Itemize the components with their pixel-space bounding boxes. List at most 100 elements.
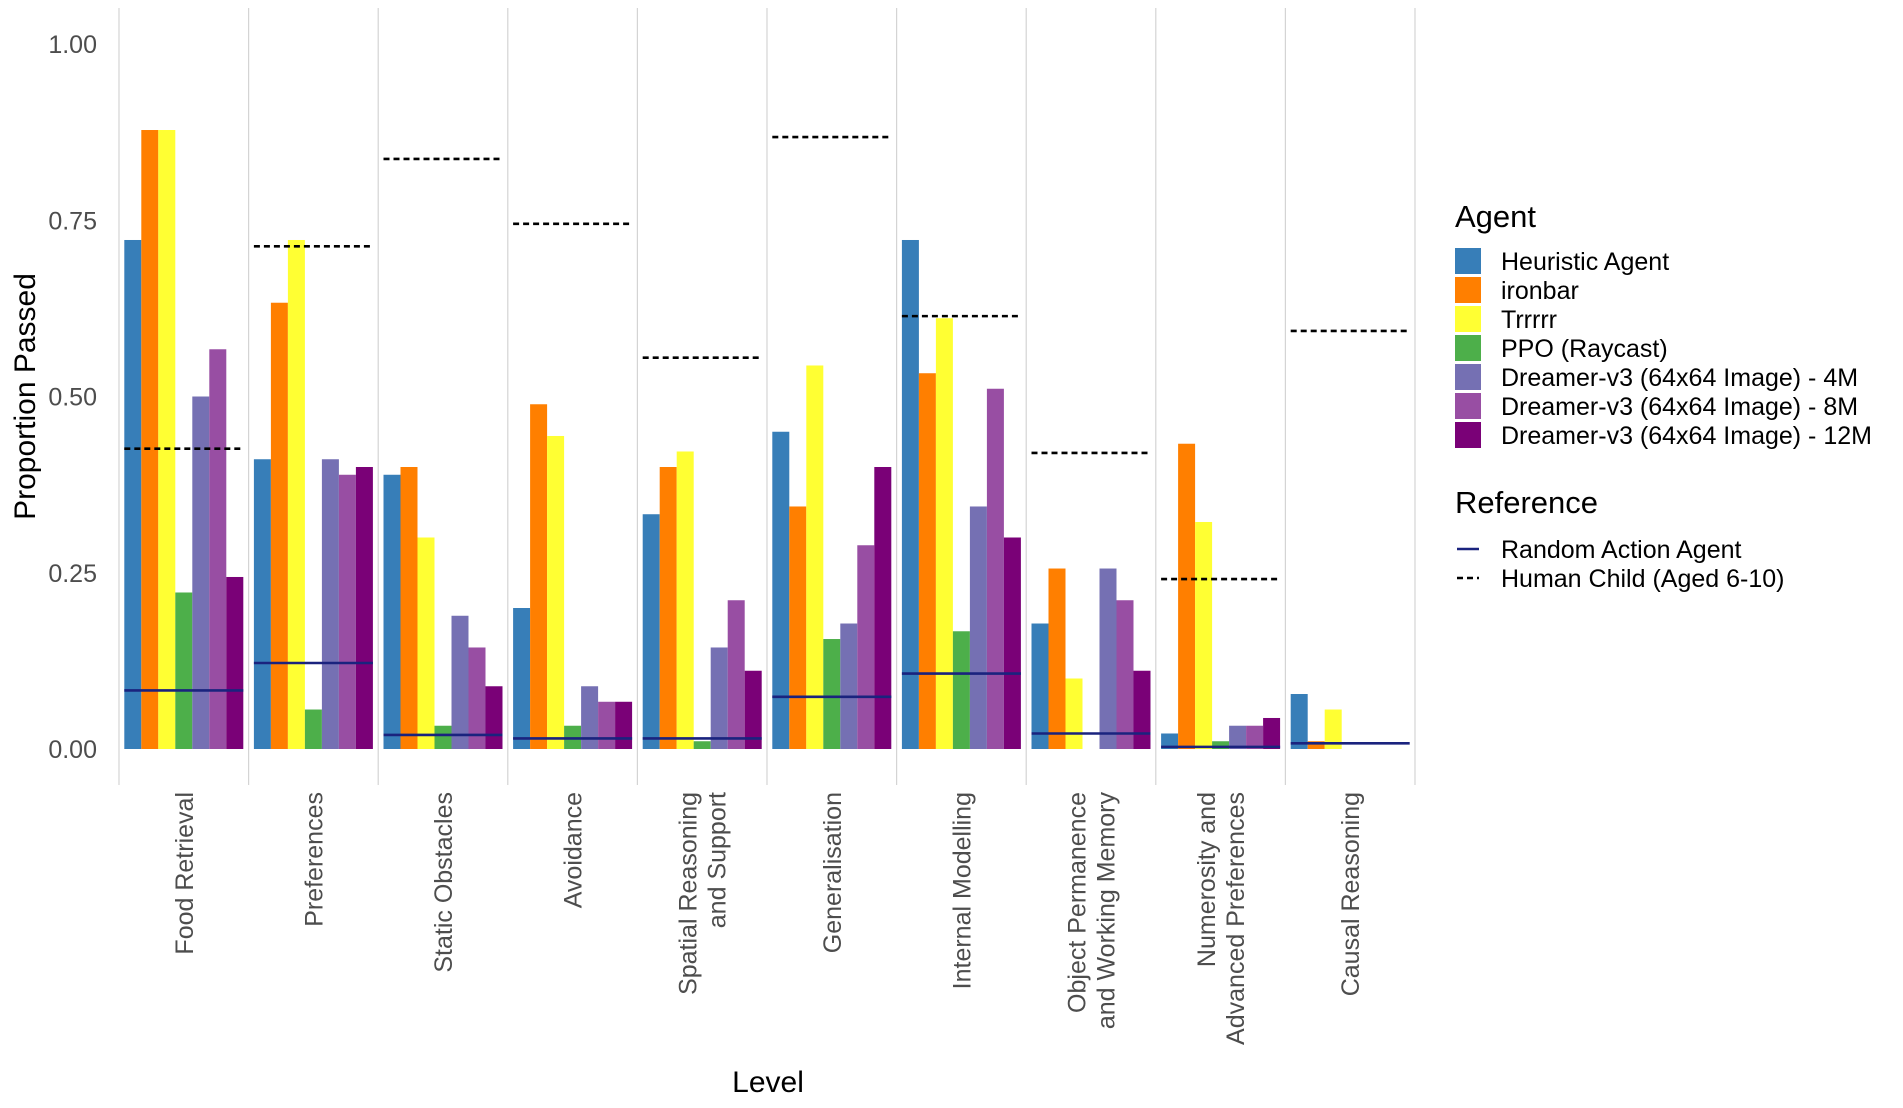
x-tick-label: Advanced Preferences <box>1222 792 1250 1045</box>
bar <box>676 451 694 749</box>
legend-label: Dreamer-v3 (64x64 Image) - 12M <box>1501 422 1872 450</box>
x-tick-label: Food Retrieval <box>171 792 199 955</box>
legend-label: ironbar <box>1501 277 1579 305</box>
bar <box>901 239 919 750</box>
bar <box>485 686 503 749</box>
axis-layer: 0.00 0.25 0.50 0.75 1.00 Proportion Passed Foo… <box>9 31 1365 1099</box>
bar <box>969 506 987 749</box>
x-tick-label: Object Permanence <box>1064 792 1092 1013</box>
bar <box>192 396 210 749</box>
bar <box>1031 623 1049 749</box>
legend-swatch <box>1455 364 1481 390</box>
bar <box>434 725 452 749</box>
legend-swatch <box>1455 393 1481 419</box>
bar <box>1048 568 1066 749</box>
bar <box>935 318 953 749</box>
bar <box>744 670 762 749</box>
bar <box>727 600 745 749</box>
legend-swatch <box>1455 248 1481 274</box>
bar <box>124 239 142 750</box>
legend-label: PPO (Raycast) <box>1501 335 1668 363</box>
legend-title-reference: Reference <box>1455 485 1598 520</box>
bar <box>468 647 486 749</box>
y-tick-label: 0.25 <box>48 560 97 588</box>
x-tick-label: Preferences <box>300 792 328 927</box>
grid-layer <box>118 8 1416 785</box>
bar <box>270 302 288 749</box>
bar <box>806 365 824 749</box>
bar-layer <box>124 130 1342 750</box>
bar <box>1212 741 1230 749</box>
legend-swatch <box>1455 306 1481 332</box>
bar <box>874 467 892 749</box>
bar <box>417 537 435 749</box>
bar <box>451 615 469 749</box>
y-tick-label: 1.00 <box>48 31 97 59</box>
bar <box>355 467 373 749</box>
bar <box>918 373 936 749</box>
bar <box>598 701 616 749</box>
bar <box>1178 443 1196 749</box>
bar <box>141 130 159 749</box>
x-tick-label: Avoidance <box>560 792 588 908</box>
bar <box>823 639 841 749</box>
bar <box>659 467 677 749</box>
x-tick-label: Numerosity and <box>1193 792 1221 967</box>
x-tick-label: Internal Modelling <box>948 792 976 989</box>
bar <box>1307 741 1325 749</box>
bar <box>383 474 401 749</box>
bar <box>1229 725 1247 749</box>
bar <box>226 576 244 749</box>
legend-label: Random Action Agent <box>1501 536 1741 564</box>
bar <box>1003 537 1021 749</box>
legend-swatch <box>1455 335 1481 361</box>
bar <box>287 239 305 750</box>
bar <box>253 459 271 749</box>
bar <box>530 404 548 749</box>
legend-swatch <box>1455 277 1481 303</box>
x-tick-label: Spatial Reasoning <box>675 792 703 995</box>
bar <box>209 349 227 749</box>
y-tick-label: 0.00 <box>48 736 97 764</box>
y-tick-label: 0.50 <box>48 384 97 412</box>
y-axis-label: Proportion Passed <box>9 273 42 520</box>
reference-lines-layer <box>124 135 1410 749</box>
bar <box>952 631 970 749</box>
x-axis-label: Level <box>732 1066 804 1099</box>
bar <box>1116 600 1134 749</box>
bar <box>513 608 531 749</box>
x-tick-label: Static Obstacles <box>430 792 458 973</box>
bar <box>321 459 339 749</box>
legend-title-agent: Agent <box>1455 199 1536 234</box>
bar <box>857 545 875 749</box>
x-tick-label: and Support <box>704 792 732 928</box>
bar <box>710 647 728 749</box>
x-tick-label: Generalisation <box>819 792 847 953</box>
bar <box>547 435 565 749</box>
bar <box>400 467 418 749</box>
bar <box>642 514 660 749</box>
bar <box>1290 694 1308 749</box>
bar <box>338 474 356 749</box>
bar <box>1133 670 1151 749</box>
bar <box>1195 521 1213 749</box>
bar <box>1065 678 1083 749</box>
bar <box>1246 725 1264 749</box>
legend-label: Dreamer-v3 (64x64 Image) - 8M <box>1501 393 1858 421</box>
bar <box>581 686 599 749</box>
x-tick-label: and Working Memory <box>1093 792 1121 1030</box>
y-tick-label: 0.75 <box>48 207 97 235</box>
bar <box>1099 568 1117 749</box>
bar <box>175 592 193 749</box>
bar <box>789 506 807 749</box>
bar <box>304 709 322 749</box>
legend-label: Trrrrr <box>1501 306 1557 334</box>
bar <box>1324 709 1342 749</box>
legend-label: Human Child (Aged 6-10) <box>1501 565 1784 593</box>
bar <box>1161 733 1179 749</box>
legend-swatch <box>1455 422 1481 448</box>
bar <box>615 701 633 749</box>
